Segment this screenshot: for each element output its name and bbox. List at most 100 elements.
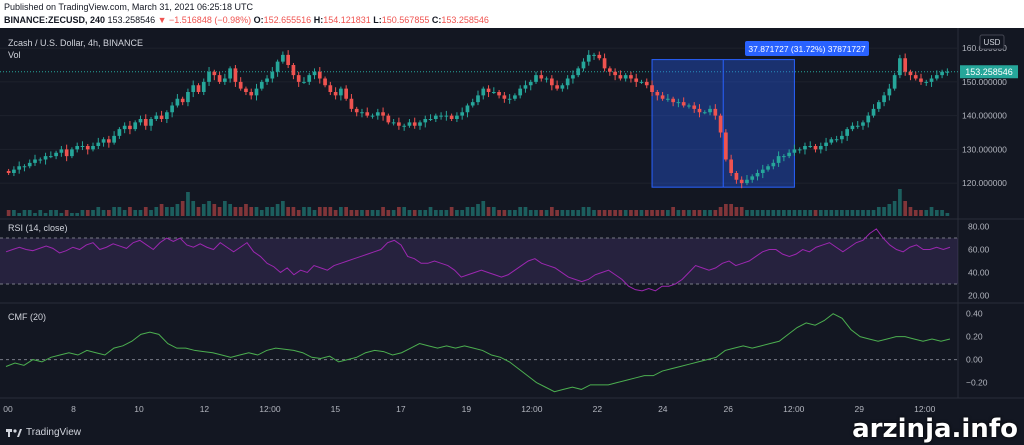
volume-bar — [934, 210, 939, 216]
volume-bar — [149, 210, 153, 216]
candle — [455, 115, 459, 119]
rsi-axis-tick: 40.00 — [968, 267, 990, 277]
volume-bar — [713, 210, 718, 216]
candle — [845, 129, 850, 136]
candle — [650, 85, 654, 92]
candle — [929, 78, 934, 82]
candle — [782, 156, 786, 158]
candle — [491, 92, 496, 93]
candle — [17, 166, 22, 170]
volume-bar — [17, 213, 22, 216]
candle — [555, 85, 559, 89]
volume-bar — [317, 207, 322, 216]
candle — [613, 71, 617, 76]
tradingview-icon — [6, 428, 22, 437]
currency-button[interactable] — [979, 34, 1005, 50]
candle — [138, 119, 143, 123]
published-line: Published on TradingView.com, March 31, … — [4, 2, 253, 12]
close-label: C: — [431, 15, 442, 25]
candle — [549, 78, 554, 86]
candle — [586, 54, 591, 62]
volume-bar — [128, 207, 132, 216]
volume-bar — [892, 201, 897, 216]
volume-bar — [945, 213, 950, 216]
volume-label: Vol — [8, 50, 21, 60]
volume-bar — [502, 210, 507, 216]
measure-label-box — [745, 41, 869, 56]
volume-bar — [729, 204, 733, 216]
volume-bar — [623, 210, 628, 216]
tradingview-logo[interactable]: TradingView — [6, 427, 81, 438]
volume-bar — [460, 210, 465, 216]
candle — [581, 61, 586, 69]
volume-bar — [755, 210, 760, 216]
cmf-axis-tick: 0.40 — [966, 309, 983, 319]
candle — [170, 105, 174, 113]
volume-bar — [913, 210, 918, 216]
cmf-axis-tick: 0.20 — [966, 332, 983, 342]
volume-bar — [465, 207, 470, 216]
candle — [824, 142, 828, 146]
volume-bar — [138, 210, 143, 216]
candle — [223, 78, 227, 82]
volume-bar — [433, 210, 438, 216]
volume-bar — [882, 207, 886, 216]
candle — [391, 122, 396, 124]
candle — [592, 54, 596, 56]
candle — [534, 75, 538, 82]
volume-bar — [412, 210, 417, 216]
volume-bar — [803, 210, 807, 216]
last-price: 153.258546 — [107, 15, 156, 25]
candle — [254, 88, 259, 96]
candle — [692, 105, 697, 109]
candle — [702, 112, 707, 114]
volume-bar — [455, 210, 459, 216]
volume-bar — [302, 207, 306, 216]
time-axis-tick: 26 — [724, 404, 734, 414]
volume-bar — [898, 189, 902, 216]
candle — [766, 166, 770, 170]
volume-bar — [449, 207, 454, 216]
low-value: 150.567855 — [381, 15, 430, 25]
candle — [381, 112, 385, 116]
candle — [143, 119, 148, 126]
rsi-label: RSI (14, close) — [8, 223, 68, 233]
candle — [349, 98, 354, 109]
volume-bar — [919, 210, 923, 216]
candle — [671, 98, 675, 103]
candle — [244, 88, 248, 92]
candle — [892, 75, 897, 89]
volume-bar — [476, 204, 480, 216]
volume-bar — [887, 204, 892, 216]
time-axis-tick: 15 — [331, 404, 341, 414]
volume-bar — [444, 210, 449, 216]
volume-bar — [112, 207, 116, 216]
candle — [634, 78, 639, 82]
volume-bar — [418, 210, 422, 216]
candle — [644, 81, 649, 86]
volume-bar — [671, 207, 675, 216]
volume-bar — [718, 207, 723, 216]
candle — [502, 95, 507, 99]
time-axis-tick: 00 — [3, 404, 13, 414]
volume-bar — [180, 201, 185, 216]
volume-bar — [629, 210, 633, 216]
rsi-line — [5, 228, 951, 292]
candle — [149, 119, 153, 126]
volume-bar — [307, 207, 312, 216]
volume-bar — [228, 204, 232, 216]
volume-bar — [54, 210, 58, 216]
open-value: 152.655516 — [263, 15, 312, 25]
candle — [296, 75, 301, 82]
rsi-axis-tick: 20.00 — [968, 290, 990, 300]
volume-bar — [792, 210, 797, 216]
candle — [133, 122, 138, 130]
high-value: 154.121831 — [323, 15, 371, 25]
volume-bar — [586, 207, 591, 216]
candle — [302, 81, 306, 83]
candle — [59, 149, 64, 153]
volume-bar — [428, 207, 433, 216]
candle — [449, 115, 454, 119]
candle — [122, 125, 127, 130]
